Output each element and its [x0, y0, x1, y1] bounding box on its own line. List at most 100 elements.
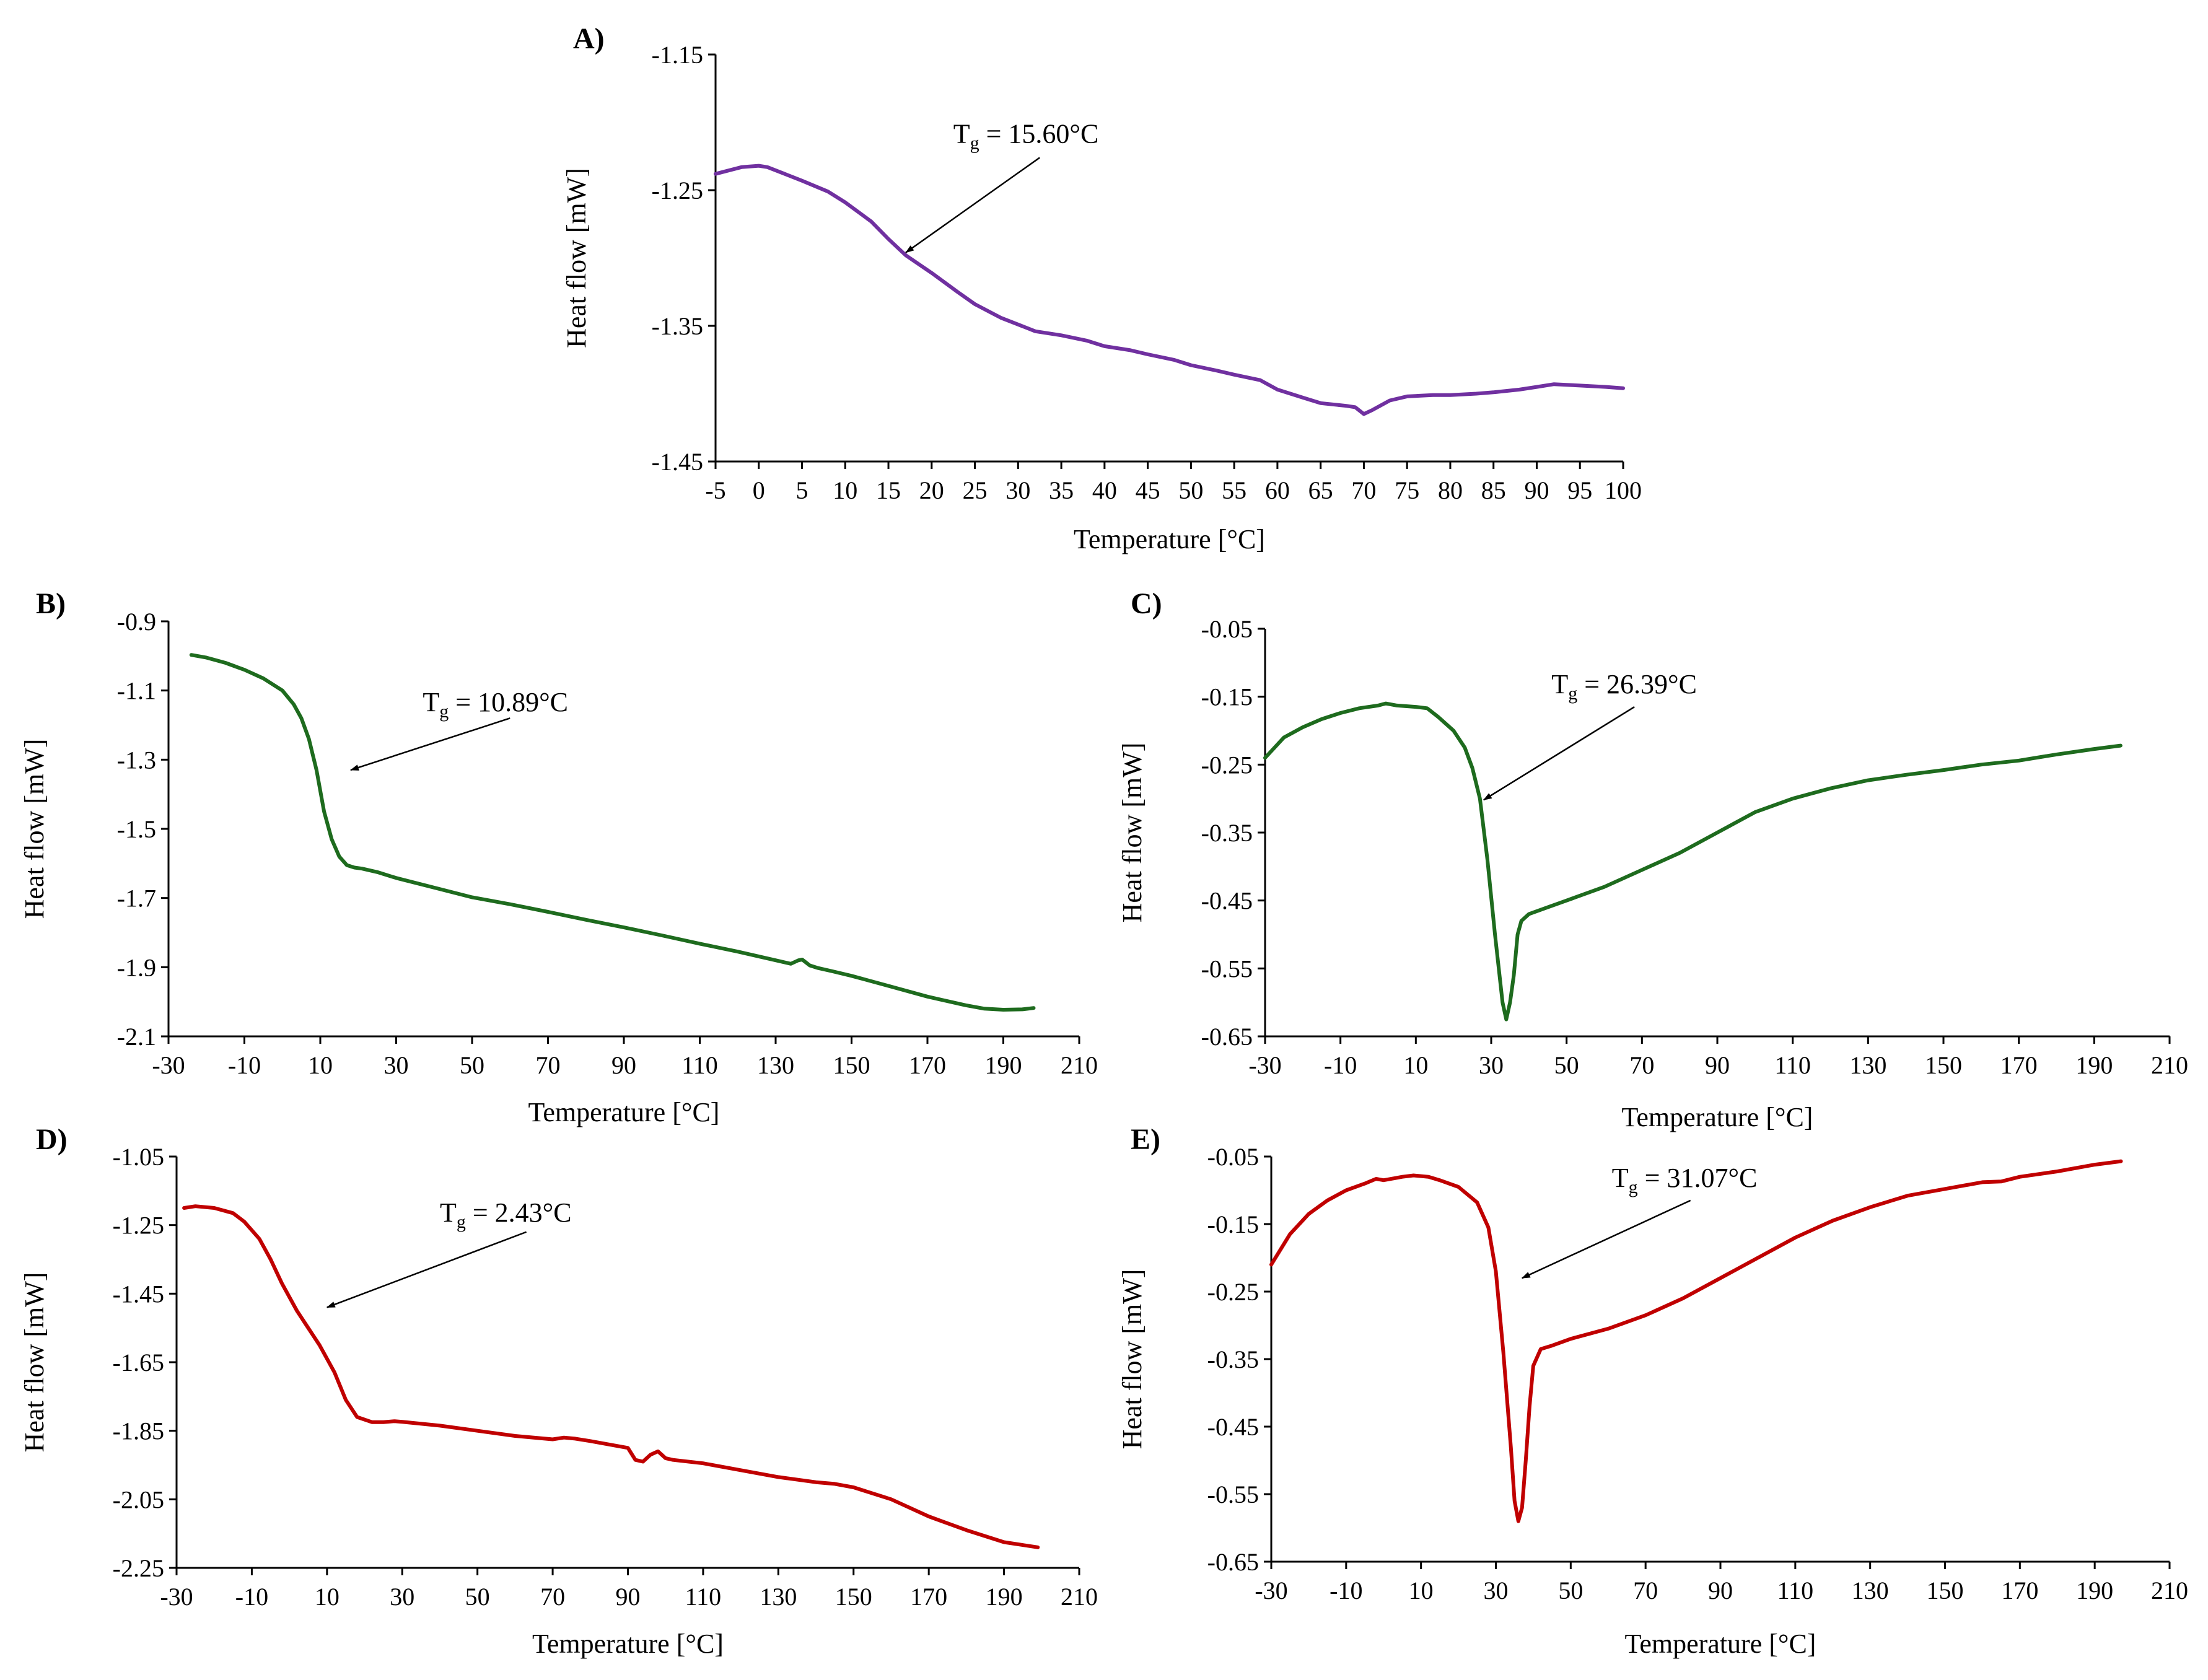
y-axis-title: Heat flow [mW]	[19, 739, 50, 919]
x-tick-label: -30	[152, 1051, 185, 1079]
x-tick-label: 190	[2075, 1051, 2113, 1079]
y-tick-label: -0.05	[1201, 615, 1253, 643]
y-tick-label: -0.15	[1201, 683, 1253, 711]
x-tick-label: 5	[796, 476, 808, 504]
heat-flow-curve	[1269, 1159, 2123, 1523]
panel-b: -0.9 -1.1 -1.3 -1.5 -1.7 -1.9 -2.1-30 -10 10 30 50…	[19, 587, 1098, 1127]
x-axis-title: Temperature [°C]	[528, 1097, 720, 1127]
y-tick-label: -2.1	[117, 1023, 156, 1051]
x-tick-label: 130	[760, 1583, 797, 1611]
y-tick-label: -1.65	[113, 1349, 164, 1376]
y-tick-label: -1.85	[113, 1417, 164, 1445]
x-tick-label: 130	[1849, 1051, 1886, 1079]
x-tick-label: 10	[1403, 1051, 1428, 1079]
x-tick-label: 150	[835, 1583, 872, 1611]
x-tick-label: 130	[757, 1051, 794, 1079]
heat-flow-curve	[1263, 701, 2123, 1022]
x-tick-label: 90	[616, 1583, 641, 1611]
x-tick-label: 110	[1774, 1051, 1811, 1079]
x-tick-label: 10	[1409, 1577, 1434, 1604]
tg-arrow	[1483, 706, 1635, 801]
x-tick-label: -30	[1255, 1577, 1287, 1604]
y-axis-title: Heat flow [mW]	[1117, 743, 1147, 923]
y-tick-label: -0.65	[1201, 1023, 1253, 1051]
x-tick-label: 60	[1265, 476, 1290, 504]
x-tick-label: -10	[235, 1583, 268, 1611]
tg-arrow	[905, 157, 1040, 253]
x-tick-label: 40	[1092, 476, 1117, 504]
tg-arrow	[350, 717, 510, 771]
x-tick-label: 150	[833, 1051, 870, 1079]
x-tick-label: 10	[308, 1051, 333, 1079]
panel-e: -0.05 -0.15 -0.25 -0.35 -0.45 -0.55 -0.65-30 -1…	[1117, 1123, 2188, 1659]
x-tick-label: -30	[160, 1583, 193, 1611]
y-tick-label: -2.25	[113, 1554, 164, 1582]
x-tick-label: 110	[681, 1051, 718, 1079]
x-tick-label: 170	[909, 1051, 946, 1079]
y-tick-label: -0.65	[1207, 1548, 1259, 1576]
x-tick-label: 70	[536, 1051, 561, 1079]
x-tick-label: 55	[1222, 476, 1246, 504]
x-tick-label: 90	[611, 1051, 636, 1079]
panel-label: E)	[1131, 1123, 1160, 1156]
x-tick-label: 90	[1708, 1577, 1733, 1604]
panel-d: -1.05 -1.25 -1.45 -1.65 -1.85 -2.05 -2.25-30 -1…	[19, 1123, 1098, 1659]
y-tick-label: -0.45	[1207, 1413, 1259, 1441]
y-tick-label: -0.15	[1207, 1210, 1259, 1238]
tg-annotation: Tg = 10.89°C	[423, 687, 568, 722]
tg-annotation: Tg = 2.43°C	[440, 1197, 572, 1232]
y-tick-label: -0.05	[1207, 1143, 1259, 1171]
x-tick-label: 150	[1927, 1577, 1964, 1604]
x-tick-label: -10	[228, 1051, 261, 1079]
x-tick-label: 70	[1629, 1051, 1654, 1079]
y-tick-label: -1.9	[117, 953, 156, 981]
x-tick-label: 150	[1925, 1051, 1962, 1079]
heat-flow-curve	[182, 1204, 1040, 1549]
x-tick-label: 25	[963, 476, 988, 504]
tg-annotation: Tg = 15.60°C	[953, 118, 1099, 153]
y-tick-label: -0.55	[1207, 1481, 1259, 1508]
y-tick-label: -0.45	[1201, 887, 1253, 915]
x-tick-label: 15	[876, 476, 901, 504]
x-tick-label: 45	[1136, 476, 1160, 504]
y-tick-label: -1.15	[652, 41, 703, 69]
x-axis-title: Temperature [°C]	[1622, 1102, 1813, 1132]
y-tick-label: -0.35	[1201, 819, 1253, 847]
y-tick-label: -1.3	[117, 746, 156, 774]
x-tick-label: 30	[384, 1051, 409, 1079]
x-tick-label: 130	[1852, 1577, 1889, 1604]
y-tick-label: -1.7	[117, 885, 156, 912]
tg-arrow	[326, 1231, 527, 1308]
x-tick-label: 65	[1308, 476, 1333, 504]
panel-c: -0.05 -0.15 -0.25 -0.35 -0.45 -0.55 -0.65-30 -1…	[1117, 587, 2188, 1132]
panel-label: C)	[1131, 587, 1162, 620]
x-tick-label: 10	[833, 476, 857, 504]
y-tick-label: -1.35	[652, 312, 703, 340]
x-tick-label: 190	[986, 1583, 1023, 1611]
x-tick-label: 210	[1061, 1051, 1098, 1079]
y-tick-label: -0.25	[1201, 751, 1253, 779]
x-tick-label: 95	[1567, 476, 1592, 504]
y-tick-label: -0.35	[1207, 1345, 1259, 1373]
x-axis-title: Temperature [°C]	[1625, 1629, 1816, 1659]
x-tick-label: 50	[1558, 1577, 1583, 1604]
x-tick-label: -10	[1330, 1577, 1362, 1604]
y-tick-label: -0.9	[117, 608, 156, 636]
heat-flow-curve	[714, 164, 1625, 416]
x-tick-label: 30	[1479, 1051, 1504, 1079]
x-tick-label: 80	[1438, 476, 1463, 504]
y-tick-label: -1.1	[117, 677, 156, 705]
x-tick-label: 210	[2151, 1051, 2188, 1079]
y-tick-label: -0.55	[1201, 955, 1253, 982]
x-tick-label: 190	[2076, 1577, 2113, 1604]
y-tick-label: -1.25	[652, 177, 703, 204]
y-tick-label: -1.45	[652, 448, 703, 476]
y-axis-title: Heat flow [mW]	[1117, 1269, 1147, 1450]
x-tick-label: 85	[1481, 476, 1506, 504]
x-tick-label: 50	[465, 1583, 490, 1611]
x-tick-label: -30	[1248, 1051, 1281, 1079]
x-tick-label: 90	[1524, 476, 1549, 504]
x-tick-label: -5	[705, 476, 725, 504]
panel-a: -1.15 -1.25 -1.35 -1.45-5 0 5 10 15 20 25 30 35 40 45…	[561, 22, 1642, 554]
